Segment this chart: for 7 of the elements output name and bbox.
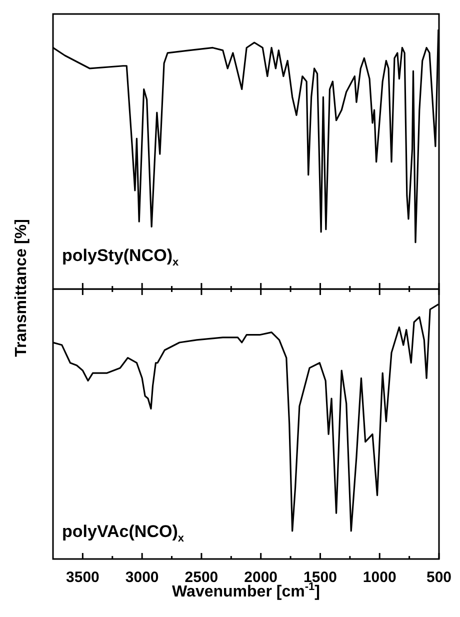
x-tick-label: 500: [426, 569, 452, 586]
x-tick-label: 3000: [125, 569, 159, 586]
annotation: polySty(NCO)$_{x}$: [62, 246, 179, 268]
x-tick-label: 1000: [362, 569, 396, 586]
x-tick-label: 3500: [66, 569, 100, 586]
y-axis-title: Transmittance [%]: [12, 219, 31, 357]
annotation: polyVAc(NCO)$_{x}$: [62, 522, 184, 544]
